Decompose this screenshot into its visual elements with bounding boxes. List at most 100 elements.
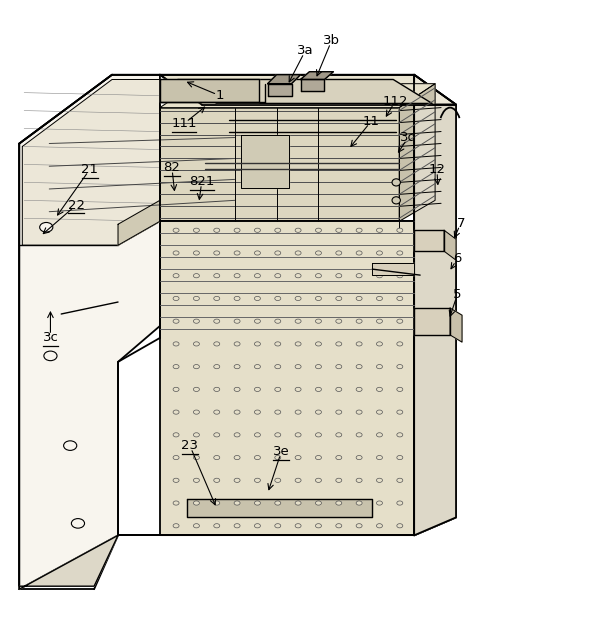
Polygon shape <box>22 80 160 245</box>
Ellipse shape <box>316 501 322 505</box>
Ellipse shape <box>194 410 200 414</box>
Ellipse shape <box>214 455 220 460</box>
Polygon shape <box>414 75 456 535</box>
Ellipse shape <box>397 433 403 437</box>
Ellipse shape <box>173 433 179 437</box>
Ellipse shape <box>194 364 200 369</box>
Ellipse shape <box>336 296 342 301</box>
Text: 112: 112 <box>382 95 407 108</box>
Ellipse shape <box>214 387 220 391</box>
Ellipse shape <box>173 228 179 232</box>
Polygon shape <box>267 75 300 84</box>
Ellipse shape <box>295 433 301 437</box>
Ellipse shape <box>234 501 240 505</box>
Ellipse shape <box>234 319 240 323</box>
Ellipse shape <box>336 501 342 505</box>
Ellipse shape <box>316 251 322 255</box>
Text: 5: 5 <box>453 288 462 301</box>
Ellipse shape <box>356 319 362 323</box>
Ellipse shape <box>295 228 301 232</box>
Ellipse shape <box>397 364 403 369</box>
Ellipse shape <box>194 342 200 346</box>
Ellipse shape <box>397 228 403 232</box>
Ellipse shape <box>254 364 260 369</box>
Ellipse shape <box>275 455 281 460</box>
Polygon shape <box>19 535 118 589</box>
Ellipse shape <box>275 342 281 346</box>
Ellipse shape <box>376 274 382 278</box>
Ellipse shape <box>397 501 403 505</box>
Ellipse shape <box>275 228 281 232</box>
Ellipse shape <box>316 433 322 437</box>
Text: 22: 22 <box>68 198 85 212</box>
Ellipse shape <box>295 524 301 528</box>
Text: 821: 821 <box>189 175 215 188</box>
Ellipse shape <box>397 410 403 414</box>
Ellipse shape <box>72 519 85 528</box>
Ellipse shape <box>214 228 220 232</box>
Ellipse shape <box>356 433 362 437</box>
Ellipse shape <box>376 501 382 505</box>
Ellipse shape <box>254 478 260 482</box>
Text: 23: 23 <box>182 439 198 452</box>
Ellipse shape <box>173 364 179 369</box>
Ellipse shape <box>173 524 179 528</box>
Ellipse shape <box>234 524 240 528</box>
Ellipse shape <box>234 296 240 301</box>
Ellipse shape <box>194 274 200 278</box>
Ellipse shape <box>336 410 342 414</box>
Ellipse shape <box>214 501 220 505</box>
Ellipse shape <box>194 296 200 301</box>
Ellipse shape <box>397 274 403 278</box>
Ellipse shape <box>356 387 362 391</box>
Ellipse shape <box>214 319 220 323</box>
Ellipse shape <box>254 319 260 323</box>
Ellipse shape <box>234 274 240 278</box>
Ellipse shape <box>194 433 200 437</box>
Ellipse shape <box>376 410 382 414</box>
Ellipse shape <box>336 342 342 346</box>
Ellipse shape <box>234 364 240 369</box>
Ellipse shape <box>275 319 281 323</box>
Polygon shape <box>160 80 258 102</box>
Ellipse shape <box>316 296 322 301</box>
Text: 11: 11 <box>362 115 380 128</box>
Ellipse shape <box>295 319 301 323</box>
Ellipse shape <box>254 433 260 437</box>
Text: 111: 111 <box>171 117 197 130</box>
Ellipse shape <box>214 364 220 369</box>
Ellipse shape <box>275 524 281 528</box>
Polygon shape <box>160 107 399 221</box>
Polygon shape <box>450 308 462 342</box>
Ellipse shape <box>275 501 281 505</box>
Ellipse shape <box>194 319 200 323</box>
Ellipse shape <box>214 296 220 301</box>
Polygon shape <box>399 84 435 221</box>
Ellipse shape <box>392 179 400 186</box>
Ellipse shape <box>376 342 382 346</box>
Ellipse shape <box>356 342 362 346</box>
Ellipse shape <box>64 441 77 450</box>
Text: 3a: 3a <box>297 45 314 57</box>
Ellipse shape <box>336 364 342 369</box>
Polygon shape <box>118 200 160 245</box>
Ellipse shape <box>214 342 220 346</box>
Ellipse shape <box>316 524 322 528</box>
Ellipse shape <box>376 387 382 391</box>
Ellipse shape <box>194 478 200 482</box>
Ellipse shape <box>336 274 342 278</box>
Ellipse shape <box>234 478 240 482</box>
Ellipse shape <box>254 501 260 505</box>
Polygon shape <box>160 221 414 535</box>
Ellipse shape <box>397 455 403 460</box>
Ellipse shape <box>376 478 382 482</box>
Ellipse shape <box>214 433 220 437</box>
Polygon shape <box>178 80 432 104</box>
Polygon shape <box>187 499 372 517</box>
Ellipse shape <box>173 274 179 278</box>
Text: 3b: 3b <box>323 34 340 47</box>
Ellipse shape <box>316 387 322 391</box>
Ellipse shape <box>376 228 382 232</box>
Ellipse shape <box>254 410 260 414</box>
Ellipse shape <box>397 319 403 323</box>
